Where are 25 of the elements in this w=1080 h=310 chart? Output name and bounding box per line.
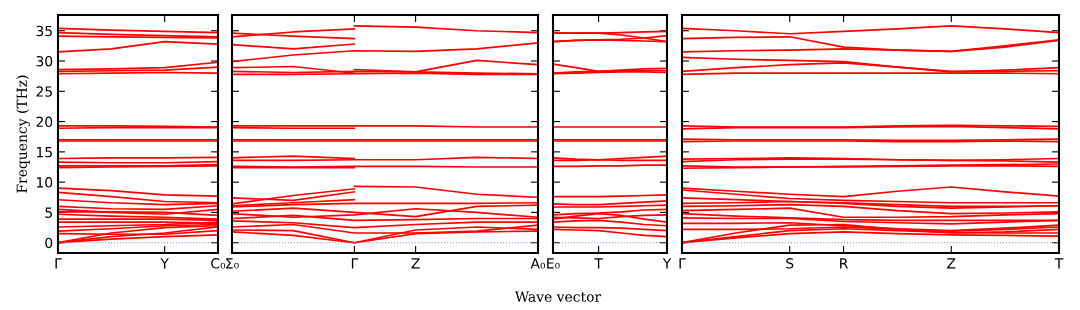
x-tick-label: Γ [351,258,359,269]
x-tick-label: C₀ [211,258,226,269]
y-tick-label: 10 [36,177,53,188]
y-axis-title: Frequency (THz) [16,75,30,193]
y-tick-label: 25 [36,86,52,97]
x-tick-label: Γ [55,258,62,269]
y-tick-label: 30 [36,55,53,67]
y-tick-label: 35 [36,25,52,37]
x-tick-label: Z [947,258,956,269]
x-tick-label: Y [160,258,169,269]
y-tick-label: 15 [36,147,52,158]
x-tick-label: S [786,258,794,269]
x-tick-label: E₀ [547,258,560,269]
x-tick-label: Σ₀ [226,258,239,269]
y-tick-label: 5 [45,207,52,218]
x-tick-label: R [840,258,848,269]
y-tick-label: 0 [45,237,53,249]
x-tick-label: Γ [679,258,686,269]
x-tick-label: Y [662,258,672,269]
x-tick-label: T [594,258,603,269]
y-tick-label: 20 [36,116,53,128]
x-tick-label: Z [411,258,420,269]
x-tick-label: T [1054,258,1064,269]
x-tick-label: A₀ [530,258,546,269]
x-axis-title: Wave vector [514,291,602,302]
